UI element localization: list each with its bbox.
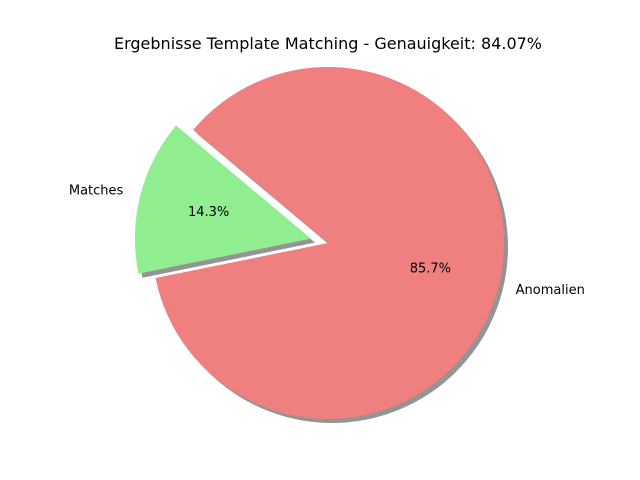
slice-percent-matches: 14.3% xyxy=(188,205,229,220)
slice-anomalien xyxy=(155,67,505,420)
slice-labels: Matches 14.3% Anomalien 85.7% xyxy=(69,183,585,298)
slice-percent-anomalien: 85.7% xyxy=(410,262,451,277)
slice-matches xyxy=(134,125,311,274)
slice-label-anomalien: Anomalien xyxy=(516,283,585,298)
pie-slices xyxy=(134,67,505,420)
chart-title: Ergebnisse Template Matching - Genauigke… xyxy=(114,34,542,53)
slice-label-matches: Matches xyxy=(69,183,124,198)
